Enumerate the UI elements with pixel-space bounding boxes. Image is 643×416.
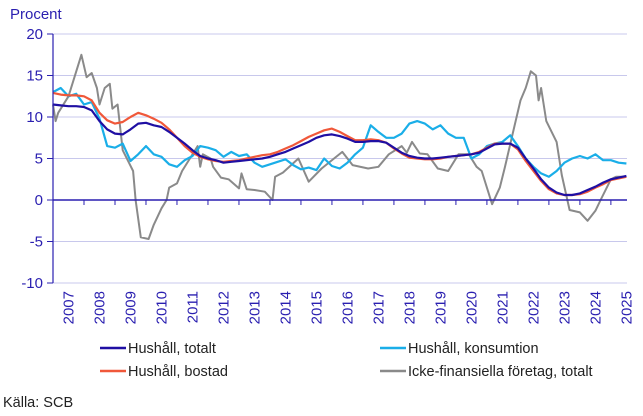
x-tick-label: 2013 [246, 291, 263, 324]
x-tick-label: 2014 [277, 291, 294, 324]
x-tick-label: 2018 [401, 291, 418, 324]
x-tick-label: 2023 [556, 291, 573, 324]
series-line [52, 53, 624, 240]
y-tick-label: -10 [21, 275, 43, 292]
x-tick-label: 2015 [308, 291, 325, 324]
x-tick-label: 2021 [494, 291, 511, 324]
legend-label: Icke-finansiella företag, totalt [408, 364, 593, 380]
y-tick-label: -5 [30, 234, 43, 251]
x-tick-label: 2016 [339, 291, 356, 324]
legend-label: Hushåll, konsumtion [408, 341, 539, 357]
x-tick-label: 2010 [153, 291, 170, 324]
x-tick-label: 2025 [618, 291, 635, 324]
legend-label: Hushåll, bostad [128, 364, 228, 380]
y-axis-label: Procent [10, 6, 63, 23]
series-line [52, 103, 627, 197]
y-tick-label: 5 [35, 151, 43, 168]
series-line [52, 91, 627, 197]
x-tick-label: 2009 [122, 291, 139, 324]
y-tick-label: 0 [35, 192, 43, 209]
y-tick-label: 15 [26, 68, 43, 85]
y-tick-label: 10 [26, 109, 43, 126]
x-tick-label: 2022 [525, 291, 542, 324]
x-tick-label: 2019 [432, 291, 449, 324]
x-tick-label: 2008 [91, 291, 108, 324]
x-tick-label: 2020 [463, 291, 480, 324]
x-tick-label: 2007 [60, 291, 77, 324]
source-note: Källa: SCB [3, 395, 73, 411]
x-tick-label: 2012 [215, 291, 232, 324]
x-tick-label: 2011 [184, 291, 201, 323]
x-tick-label: 2024 [587, 291, 604, 324]
y-tick-label: 20 [26, 26, 43, 43]
legend-label: Hushåll, totalt [128, 341, 216, 357]
x-tick-label: 2017 [370, 291, 387, 324]
